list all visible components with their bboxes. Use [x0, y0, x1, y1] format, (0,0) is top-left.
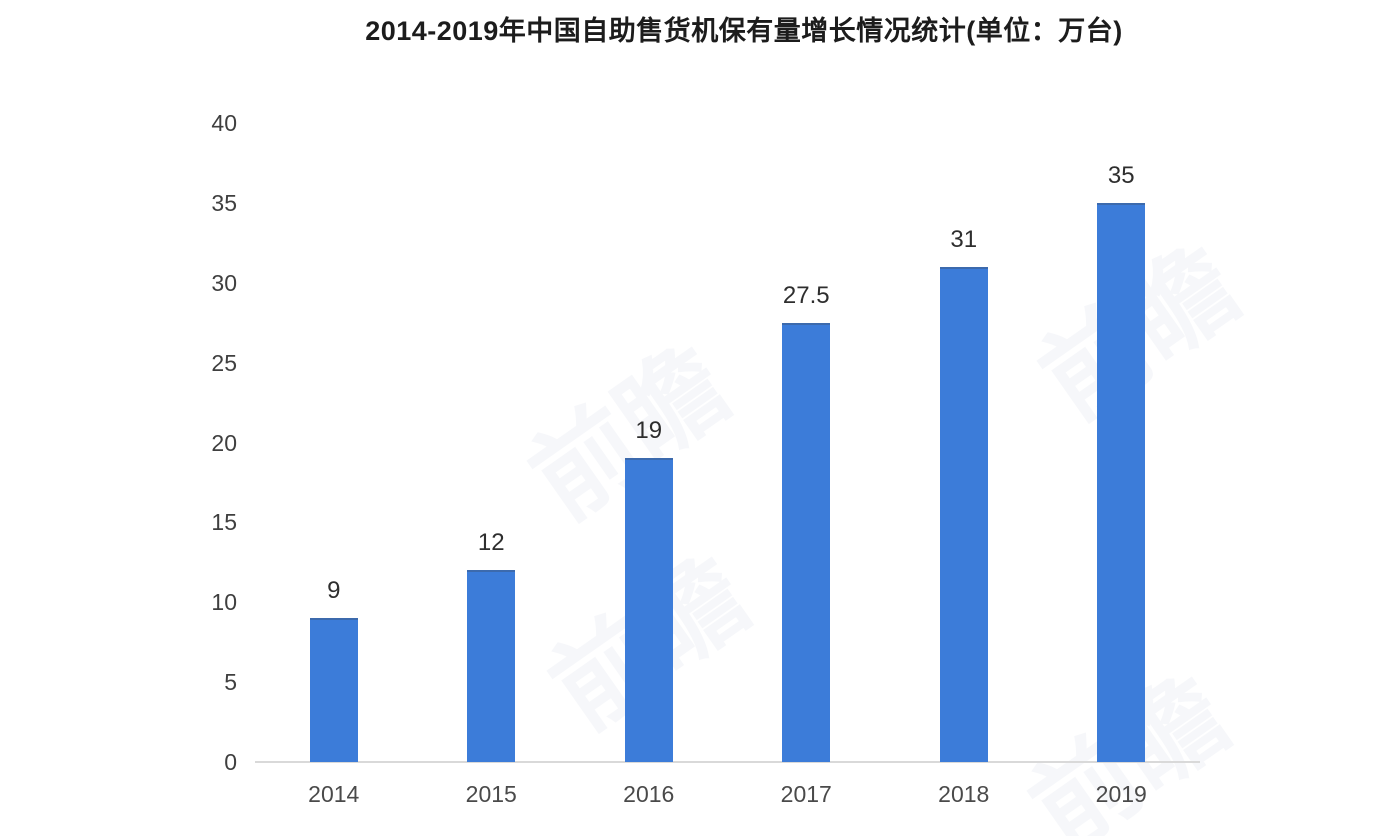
bar-2014 [309, 618, 358, 762]
bar-2015 [467, 570, 516, 762]
x-axis-tick-label: 2014 [308, 781, 360, 807]
y-axis-tick-label: 30 [211, 269, 237, 296]
y-axis-tick-label: 40 [211, 110, 237, 136]
bar-value-label: 9 [327, 577, 341, 605]
y-axis-tick-label: 15 [211, 509, 237, 536]
y-axis-tick-label: 5 [224, 669, 237, 696]
x-axis-line [255, 761, 1200, 763]
x-axis-tick-label: 2016 [623, 781, 675, 807]
bar-2017 [782, 322, 831, 762]
y-axis-tick-label: 0 [224, 749, 237, 775]
chart-title: 2014-2019年中国自助售货机保有量增长情况统计(单位：万台) [365, 16, 1123, 46]
x-axis-tick-label: 2019 [1095, 781, 1147, 807]
y-axis-tick-label: 20 [211, 429, 237, 456]
bar-2018 [939, 266, 988, 762]
bar-value-label: 19 [635, 417, 663, 445]
bar-value-label: 31 [950, 225, 978, 253]
bar-2019 [1097, 202, 1146, 762]
bar-2016 [624, 458, 673, 762]
x-axis-tick-label: 2015 [465, 781, 517, 807]
x-axis-tick-label: 2017 [780, 781, 832, 807]
bar-value-label: 35 [1107, 161, 1135, 189]
x-axis-tick-label: 2018 [938, 781, 990, 807]
bar-value-label: 27.5 [782, 281, 830, 309]
y-axis-tick-label: 10 [211, 589, 237, 616]
y-axis-tick-label: 35 [211, 189, 237, 216]
bar-value-label: 12 [477, 529, 505, 557]
y-axis-tick-label: 25 [211, 349, 237, 376]
